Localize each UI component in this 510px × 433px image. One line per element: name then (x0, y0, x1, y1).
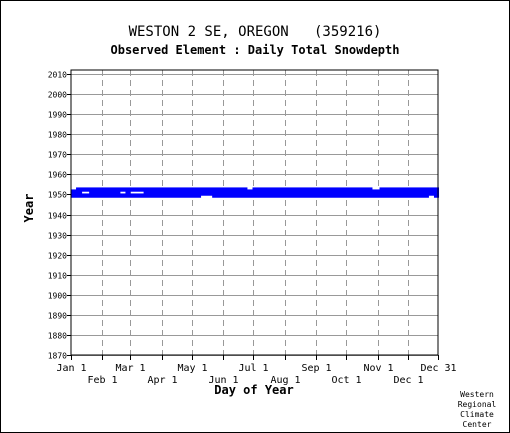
x-tick-label: Nov 1 (363, 363, 393, 374)
credit-line: Western (460, 390, 494, 399)
snowdepth-data-segment (76, 187, 248, 190)
y-tick-label: 1980 (48, 131, 67, 140)
grid-layer (67, 70, 439, 360)
snowdepth-data-segment (252, 187, 373, 190)
y-tick-label: 1930 (48, 232, 67, 241)
snowdepth-data-segment (433, 195, 440, 198)
credit-line: Climate (460, 410, 494, 419)
y-tick-label: 1940 (48, 212, 67, 221)
y-tick-label: 1890 (48, 312, 67, 321)
x-tick-label: Feb 1 (87, 375, 117, 386)
x-tick-label: Mar 1 (115, 363, 145, 374)
y-tick-label: 1970 (48, 151, 67, 160)
snowdepth-data-segment (379, 187, 440, 190)
y-tick-label: 2000 (48, 91, 67, 100)
x-tick-label: Dec 31 (420, 363, 456, 374)
credit-line: Regional (457, 400, 497, 409)
chart-subtitle: Observed Element : Daily Total Snowdepth (110, 43, 400, 57)
y-tick-label: 1880 (48, 332, 67, 341)
x-tick-label: Apr 1 (147, 375, 177, 386)
snowdepth-data-segment (89, 191, 121, 194)
y-tick-labels: 2010 2000 1990 1980 1970 1960 1950 1940 1930 1920… (48, 71, 67, 361)
snowdepth-data-segment (71, 195, 202, 198)
x-tick-labels: Jan 1 Mar 1 May 1 Jul 1 Sep 1 Nov 1 Dec 31 Feb … (56, 363, 456, 386)
y-tick-label: 1960 (48, 171, 67, 180)
snowdepth-data-segment (143, 191, 440, 194)
wrcc-credit: Western Regional Climate Center (450, 390, 504, 430)
x-tick-label: Dec 1 (393, 375, 423, 386)
snowdepth-data-segment (212, 195, 429, 198)
y-axis-label: Year (22, 194, 36, 223)
y-tick-label: 1910 (48, 272, 67, 281)
data-layer (71, 187, 440, 198)
y-tick-label: 1990 (48, 111, 67, 120)
chart-title: WESTON 2 SE, OREGON (359216) (128, 24, 382, 40)
snowdepth-data-segment (71, 193, 440, 196)
x-tick-label: Jan 1 (56, 363, 86, 374)
x-tick-label: Jul 1 (238, 363, 268, 374)
y-tick-label: 1950 (48, 191, 67, 200)
snowdepth-data-segment (71, 189, 440, 192)
y-tick-label: 1900 (48, 292, 67, 301)
credit-line: Center (462, 420, 492, 429)
x-tick-label: Oct 1 (331, 375, 361, 386)
snowdepth-data-segment (71, 191, 83, 194)
y-tick-label: 1920 (48, 252, 67, 261)
x-tick-label: May 1 (177, 363, 207, 374)
y-tick-label: 2010 (48, 71, 67, 80)
x-tick-label: Aug 1 (270, 375, 300, 386)
plot-border (70, 69, 439, 356)
x-tick-label: Jun 1 (208, 375, 238, 386)
x-axis-label: Day of Year (214, 383, 293, 397)
y-tick-label: 1870 (48, 352, 67, 361)
x-tick-label: Sep 1 (301, 363, 331, 374)
snowdepth-data-segment (125, 191, 131, 194)
